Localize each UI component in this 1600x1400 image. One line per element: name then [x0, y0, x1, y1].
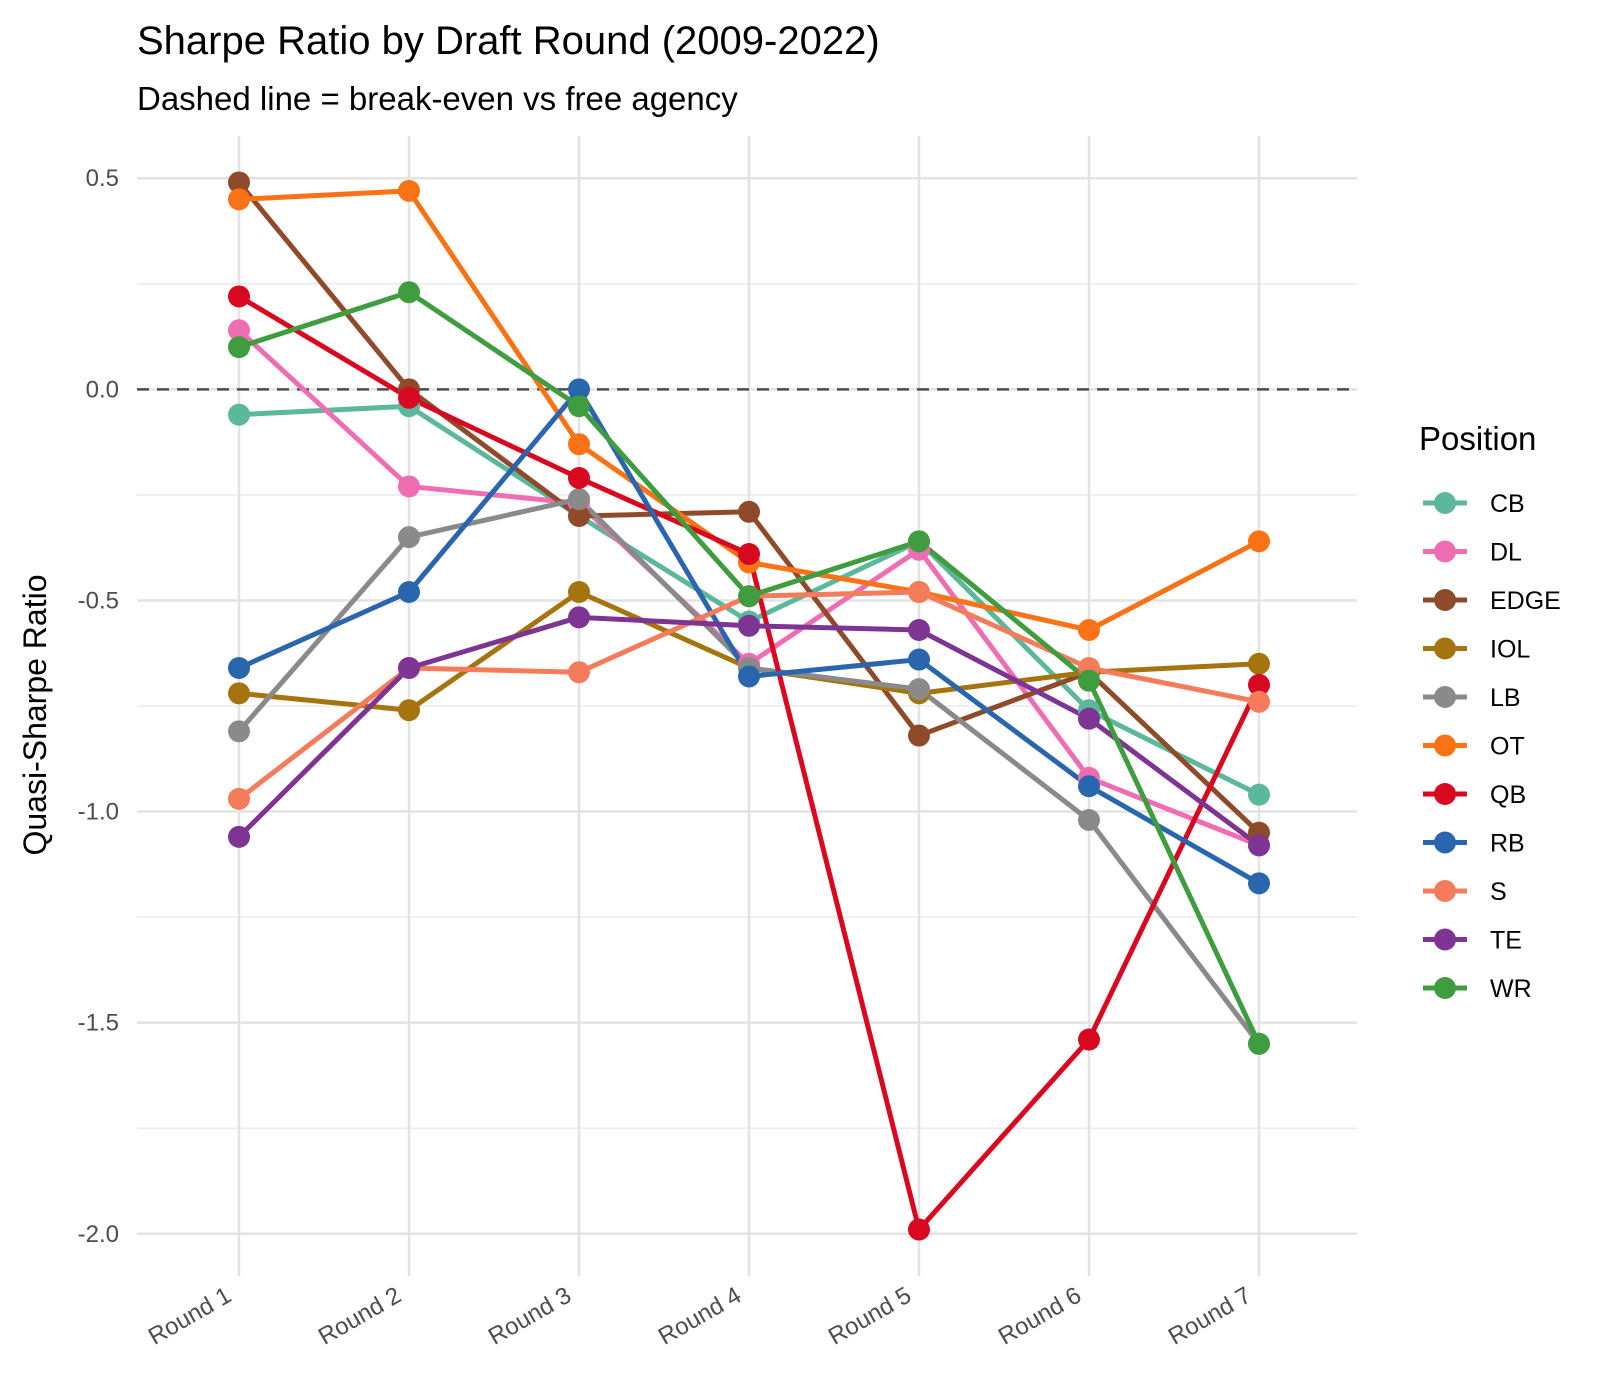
data-point-qb	[228, 285, 250, 308]
data-point-iol	[398, 699, 420, 722]
data-point-rb	[908, 648, 930, 671]
x-tick-label: Round 6	[994, 1282, 1086, 1351]
legend-label-edge: EDGE	[1490, 587, 1561, 615]
legend-key-point-te	[1434, 928, 1456, 951]
legend-label-rb: RB	[1490, 830, 1525, 858]
legend-key-point-qb	[1434, 783, 1456, 805]
y-tick-label: 0.0	[86, 376, 119, 403]
data-point-ot	[228, 188, 250, 211]
legend-label-iol: IOL	[1490, 636, 1530, 664]
data-point-qb	[398, 386, 420, 409]
legend-key-point-edge	[1434, 589, 1456, 611]
data-point-lb	[568, 488, 590, 511]
y-tick-label: -2.0	[78, 1221, 119, 1248]
legend-key-point-s	[1434, 880, 1456, 902]
data-point-ot	[1078, 619, 1100, 641]
data-point-te	[1078, 707, 1100, 730]
x-tick-label: Round 5	[824, 1282, 916, 1351]
data-point-cb	[228, 403, 250, 426]
y-tick-label: -1.5	[78, 1010, 119, 1037]
y-tick-label: 0.5	[86, 165, 119, 192]
data-point-te	[228, 825, 250, 848]
grid	[137, 136, 1357, 1276]
data-point-wr	[1078, 669, 1100, 692]
y-axis: 0.5 0.0 -0.5 -1.0 -1.5 -2.0	[78, 165, 119, 1248]
data-point-edge	[568, 505, 590, 527]
x-axis: Round 1 Round 2 Round 3 Round 4 Round 5 Round…	[144, 1282, 1256, 1351]
data-point-rb	[568, 378, 590, 401]
data-point-s	[908, 581, 930, 603]
data-point-qb	[908, 1218, 930, 1241]
x-tick-label: Round 1	[144, 1282, 236, 1351]
legend-key-point-lb	[1434, 686, 1456, 708]
data-point-rb	[398, 581, 420, 603]
data-point-wr	[1248, 1032, 1270, 1055]
legend-key-point-wr	[1434, 977, 1456, 999]
data-point-rb	[738, 665, 760, 688]
x-tick-label: Round 4	[654, 1282, 746, 1351]
data-point-te	[568, 606, 590, 629]
data-point-te	[738, 614, 760, 637]
data-point-s	[1248, 690, 1270, 713]
legend-label-wr: WR	[1490, 975, 1532, 1003]
series-group	[228, 171, 1270, 1241]
legend: Position CB DL EDGE IOL LB OT QB RB S TE WR	[1419, 420, 1561, 1003]
legend-label-dl: DL	[1490, 539, 1522, 567]
data-point-te	[1248, 834, 1270, 857]
data-point-te	[908, 619, 930, 641]
data-point-s	[568, 661, 590, 684]
data-point-rb	[228, 657, 250, 679]
data-point-lb	[228, 720, 250, 743]
legend-key-point-rb	[1434, 831, 1456, 854]
chart-title: Sharpe Ratio by Draft Round (2009-2022)	[137, 19, 880, 63]
data-point-qb	[1248, 673, 1270, 696]
x-tick-label: Round 2	[314, 1282, 406, 1351]
legend-key-point-iol	[1434, 637, 1456, 660]
legend-key-point-ot	[1434, 734, 1456, 757]
data-point-te	[398, 657, 420, 679]
data-point-rb	[1078, 775, 1100, 798]
data-point-lb	[1078, 809, 1100, 831]
legend-label-ot: OT	[1490, 733, 1525, 761]
data-point-wr	[738, 585, 760, 608]
legend-key-point-dl	[1434, 540, 1456, 563]
data-point-s	[228, 787, 250, 810]
data-point-rb	[1248, 872, 1270, 895]
data-point-cb	[1248, 783, 1270, 806]
data-point-qb	[738, 543, 760, 565]
chart-subtitle: Dashed line = break-even vs free agency	[137, 80, 738, 117]
data-point-iol	[1248, 652, 1270, 675]
legend-label-s: S	[1490, 878, 1507, 906]
data-point-wr	[568, 395, 590, 418]
data-point-wr	[398, 281, 420, 304]
data-point-edge	[738, 500, 760, 523]
data-point-iol	[568, 581, 590, 603]
y-tick-label: -1.0	[78, 799, 119, 826]
data-point-wr	[908, 530, 930, 553]
legend-label-cb: CB	[1490, 490, 1525, 518]
y-axis-title: Quasi-Sharpe Ratio	[17, 574, 53, 855]
data-point-iol	[228, 682, 250, 705]
data-point-qb	[568, 467, 590, 489]
data-point-ot	[1248, 530, 1270, 553]
data-point-qb	[1078, 1028, 1100, 1051]
legend-label-te: TE	[1490, 927, 1522, 955]
x-tick-label: Round 3	[484, 1282, 576, 1351]
legend-label-lb: LB	[1490, 684, 1521, 712]
legend-title: Position	[1419, 420, 1536, 457]
x-tick-label: Round 7	[1164, 1282, 1256, 1351]
data-point-edge	[228, 171, 250, 194]
data-point-ot	[398, 179, 420, 202]
data-point-dl	[228, 319, 250, 342]
data-point-dl	[398, 475, 420, 498]
data-point-ot	[568, 433, 590, 456]
data-point-edge	[908, 724, 930, 747]
y-tick-label: -0.5	[78, 587, 119, 614]
data-point-lb	[908, 678, 930, 701]
legend-label-qb: QB	[1490, 781, 1526, 809]
data-point-lb	[398, 526, 420, 549]
legend-key-point-cb	[1434, 492, 1456, 514]
data-point-wr	[228, 336, 250, 359]
